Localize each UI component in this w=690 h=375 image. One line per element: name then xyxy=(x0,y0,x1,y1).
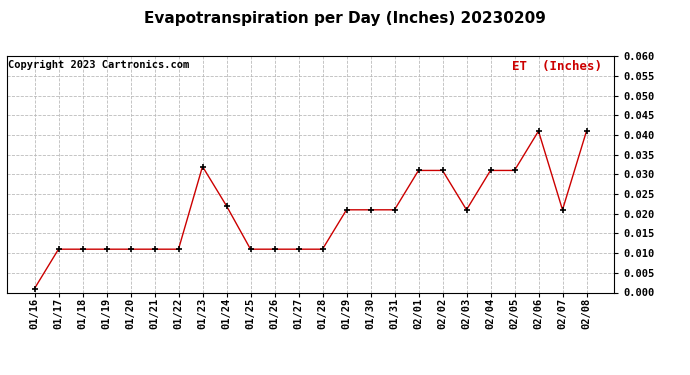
Text: Copyright 2023 Cartronics.com: Copyright 2023 Cartronics.com xyxy=(8,60,189,70)
Text: Evapotranspiration per Day (Inches) 20230209: Evapotranspiration per Day (Inches) 2023… xyxy=(144,11,546,26)
Text: ET  (Inches): ET (Inches) xyxy=(512,60,602,73)
